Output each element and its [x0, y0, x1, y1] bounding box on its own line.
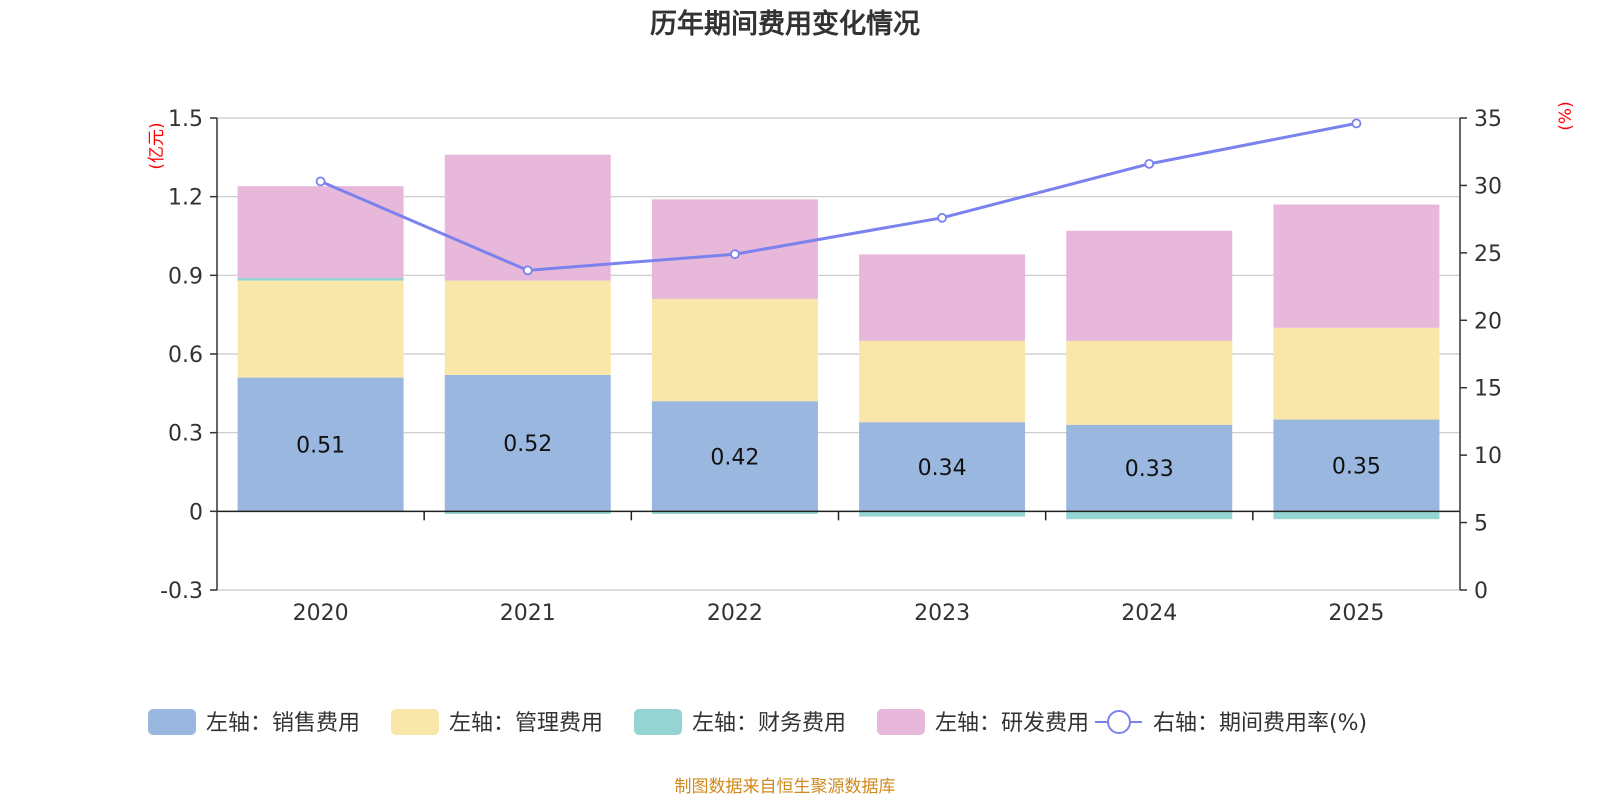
rate-point-2023: [937, 212, 947, 223]
bar-左轴：管理费用-2023: [859, 340, 1026, 423]
right-tick-label: 20: [1474, 309, 1502, 334]
bar-左轴：研发费用-2021: [444, 154, 611, 281]
sales-data-label: 0.42: [710, 445, 759, 470]
legend-swatch-0: [148, 709, 196, 735]
legend: 左轴：销售费用 左轴：管理费用 左轴：财务费用 左轴：研发费用 右轴：期间费用率(%): [148, 709, 1367, 736]
sales-data-label: 0.33: [1125, 457, 1174, 482]
legend-swatch-3: [877, 709, 925, 735]
bar-左轴：研发费用-2023: [859, 254, 1026, 341]
bar-左轴：管理费用-2020: [237, 280, 404, 378]
bar-左轴：研发费用-2025: [1273, 204, 1440, 328]
left-tick-label: 0: [189, 500, 203, 525]
left-tick-label: 1.2: [168, 186, 203, 211]
right-axis-unit: (%): [1556, 101, 1576, 130]
bar-左轴：销售费用-2022: [651, 401, 818, 512]
bar-左轴：财务费用-2024: [1066, 511, 1233, 520]
right-tick-label: 0: [1474, 579, 1488, 604]
bar-左轴：财务费用-2023: [859, 511, 1026, 517]
right-tick-label: 30: [1474, 174, 1502, 199]
rate-point-2021: [522, 265, 533, 276]
x-tick-label: 2021: [500, 601, 556, 626]
bar-左轴：研发费用-2022: [651, 199, 818, 299]
rate-point-2020: [315, 176, 326, 187]
bar-左轴：管理费用-2022: [651, 298, 818, 402]
rate-point-2025: [1351, 118, 1362, 129]
bar-左轴：管理费用-2025: [1273, 327, 1440, 420]
sales-data-label: 0.34: [918, 456, 967, 481]
bar-左轴：研发费用-2020: [237, 186, 404, 278]
sales-data-label: 0.51: [296, 433, 345, 458]
left-axis-unit: (亿元): [147, 122, 167, 169]
bar-左轴：财务费用-2022: [651, 511, 818, 514]
legend-label-2: 左轴：财务费用: [692, 711, 846, 736]
right-tick-label: 15: [1474, 377, 1502, 402]
zero-axis-line: [217, 510, 1460, 521]
gridlines: [217, 117, 1460, 591]
right-tick-label: 5: [1474, 512, 1488, 537]
data-labels: 0.51 0.52 0.42 0.34 0.33 0.35: [296, 432, 1381, 482]
bar-左轴：销售费用-2020: [237, 377, 404, 512]
bar-左轴：销售费用-2024: [1066, 424, 1233, 512]
x-tick-label: 2025: [1328, 601, 1384, 626]
legend-label-1: 左轴：管理费用: [449, 711, 603, 736]
bar-series: [237, 154, 1440, 520]
expense-rate-line: [315, 118, 1362, 276]
x-tick-label: 2023: [914, 601, 970, 626]
legend-swatch-1: [391, 709, 439, 735]
sales-data-label: 0.35: [1332, 454, 1381, 479]
source-note: 制图数据来自恒生聚源数据库: [675, 777, 896, 797]
rate-point-2022: [730, 249, 740, 260]
left-tick-label: -0.3: [160, 579, 203, 604]
x-tick-label: 2020: [293, 601, 349, 626]
right-tick-label: 35: [1474, 107, 1502, 132]
bar-左轴：财务费用-2025: [1273, 511, 1440, 520]
bar-左轴：研发费用-2024: [1066, 230, 1233, 341]
legend-label-3: 左轴：研发费用: [935, 711, 1089, 736]
bar-左轴：管理费用-2024: [1066, 340, 1233, 425]
left-tick-label: 0.6: [168, 343, 203, 368]
bar-左轴：财务费用-2021: [444, 511, 611, 514]
bar-左轴：销售费用-2021: [444, 374, 611, 512]
legend-swatch-2: [634, 709, 682, 735]
expense-rate-polyline: [319, 121, 1357, 272]
chart-title: 历年期间费用变化情况: [650, 8, 920, 40]
legend-label-4: 右轴：期间费用率(%): [1153, 711, 1367, 736]
bar-左轴：财务费用-2020: [237, 277, 404, 281]
x-tick-label: 2024: [1121, 601, 1177, 626]
bar-左轴：管理费用-2021: [444, 280, 611, 375]
sales-data-label: 0.52: [503, 432, 552, 457]
right-tick-label: 10: [1474, 444, 1502, 469]
left-tick-label: 0.9: [168, 264, 203, 289]
bar-左轴：销售费用-2025: [1273, 419, 1440, 512]
x-tick-label: 2022: [707, 601, 763, 626]
left-tick-label: 0.3: [168, 422, 203, 447]
right-tick-label: 25: [1474, 242, 1502, 267]
axes: 1.5 1.2 0.9 0.6 0.3 0 -0.3 35 30 25 20 15 10 5 0 2020 20…: [160, 107, 1502, 626]
bar-左轴：销售费用-2023: [859, 422, 1026, 512]
legend-marker-swatch: [1107, 710, 1131, 734]
rate-point-2024: [1144, 158, 1155, 169]
left-tick-label: 1.5: [168, 107, 203, 132]
legend-label-0: 左轴：销售费用: [206, 711, 360, 736]
